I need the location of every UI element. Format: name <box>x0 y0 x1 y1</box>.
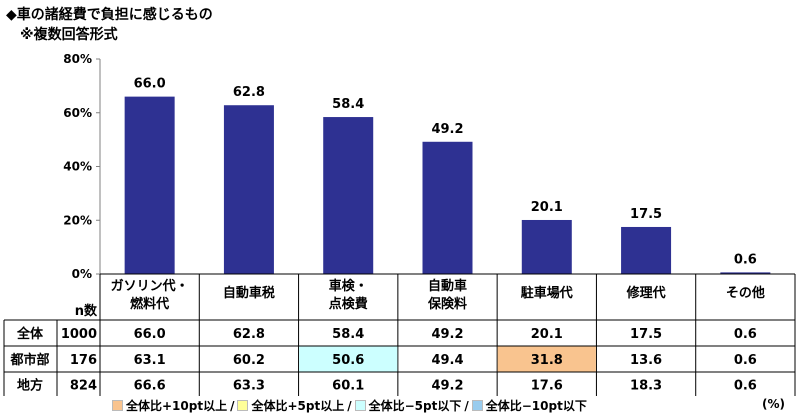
n-header: n数 <box>75 303 98 319</box>
unit-label: (%) <box>762 397 785 411</box>
data-label: 66.0 <box>134 77 166 92</box>
legend-swatch <box>354 400 366 411</box>
row-n: 176 <box>70 353 97 368</box>
bar <box>720 272 771 274</box>
bar <box>323 117 374 274</box>
x-tick-label: 車検・ <box>329 278 368 294</box>
bar <box>422 141 473 274</box>
legend-label: 全体比−10pt以下 <box>485 399 587 413</box>
table-cell: 63.1 <box>134 353 166 368</box>
y-tick-label: 40% <box>63 160 92 174</box>
table-cell: 63.3 <box>233 379 265 394</box>
row-label: 都市部 <box>9 352 49 368</box>
legend: 全体比+10pt以上 / 全体比+5pt以上 / 全体比−5pt以下 / 全体比−10pt以… <box>112 397 785 414</box>
table-cell: 17.6 <box>531 379 563 394</box>
table-cell: 17.5 <box>630 327 662 342</box>
row-label: 全体 <box>16 326 44 342</box>
legend-separator: / <box>230 398 235 413</box>
table-cell: 49.4 <box>431 353 463 368</box>
chart-canvas: 0% 20% 40% 60% 80% 66.0 62.8 58.4 49.2 20.1 17.5 0.… <box>3 52 796 396</box>
legend-label: 全体比+5pt以上 <box>251 399 345 413</box>
table-cell: 62.8 <box>233 327 265 342</box>
table-cell: 0.6 <box>734 353 757 368</box>
x-tick-label: 駐車場代 <box>521 285 573 301</box>
table-cell: 18.3 <box>630 379 662 394</box>
chart-subtitle: ※複数回答形式 <box>20 27 118 43</box>
bar <box>223 105 274 274</box>
bar <box>621 226 672 274</box>
row-n: 824 <box>70 379 97 394</box>
highlight-cell <box>497 346 596 372</box>
table-cell: 58.4 <box>332 327 364 342</box>
legend-swatch <box>237 400 249 411</box>
legend-separator: / <box>347 398 352 413</box>
row-n: 1000 <box>61 327 97 342</box>
highlight-cell <box>299 346 398 372</box>
chart-title: ◆車の諸経費で負担に感じるもの <box>6 7 213 23</box>
table-cell: 60.2 <box>233 353 265 368</box>
x-tick-label: ガソリン代・ <box>111 278 189 294</box>
table-cell: 66.6 <box>134 379 166 394</box>
data-label: 58.4 <box>332 97 364 112</box>
y-tick-label: 20% <box>63 213 92 227</box>
bar <box>124 96 175 274</box>
table-cell: 20.1 <box>531 327 563 342</box>
table-cell: 66.0 <box>134 327 166 342</box>
x-tick-label: 自動車 <box>428 278 467 294</box>
y-tick-label: 0% <box>72 267 92 281</box>
data-label: 49.2 <box>431 122 463 137</box>
table-cell: 50.6 <box>332 353 364 368</box>
table-cell: 0.6 <box>734 379 757 394</box>
data-label: 20.1 <box>531 200 563 215</box>
legend-separator: / <box>464 398 469 413</box>
data-label: 0.6 <box>734 252 757 267</box>
table-cell: 13.6 <box>630 353 662 368</box>
table-cell: 0.6 <box>734 327 757 342</box>
legend-label: 全体比+10pt以上 <box>126 399 228 413</box>
table-cell: 49.2 <box>431 327 463 342</box>
legend-label: 全体比−5pt以下 <box>368 399 462 413</box>
data-label: 62.8 <box>233 85 265 100</box>
legend-swatch <box>112 400 123 411</box>
x-tick-label: 自動車税 <box>223 285 275 301</box>
y-tick-label: 80% <box>63 52 92 66</box>
x-tick-label: 保険料 <box>427 296 467 312</box>
legend-swatch <box>471 400 483 411</box>
data-label: 17.5 <box>630 207 662 222</box>
x-tick-label: 修理代 <box>626 285 666 301</box>
table-cell: 49.2 <box>431 379 463 394</box>
table-cell: 60.1 <box>332 379 364 394</box>
x-tick-label: 点検費 <box>329 296 368 312</box>
y-tick-label: 60% <box>63 106 92 120</box>
x-tick-label: 燃料代 <box>130 296 169 312</box>
bar <box>521 219 572 274</box>
table-cell: 31.8 <box>531 353 563 368</box>
row-label: 地方 <box>17 378 43 394</box>
x-tick-label: その他 <box>726 285 765 301</box>
